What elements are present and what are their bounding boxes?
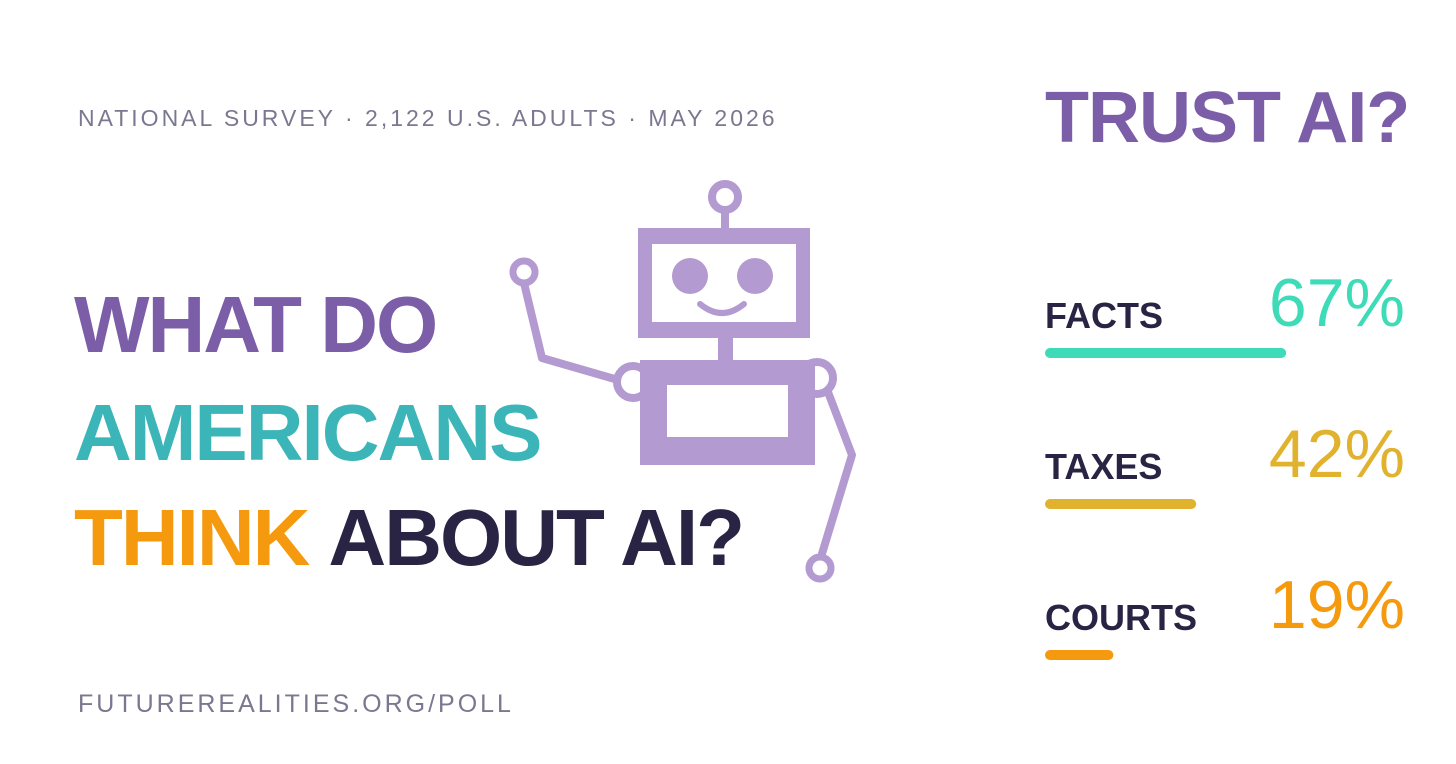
value-label: 19% <box>1269 567 1405 643</box>
footer: FUTUREREALITIES.ORG/POLL <box>78 690 514 718</box>
headline-line: WHAT DO <box>74 280 436 369</box>
value-label: 42% <box>1269 416 1405 492</box>
bar <box>1045 348 1287 358</box>
category-label: COURTS <box>1045 597 1197 638</box>
headline-word: THINK <box>74 493 311 582</box>
headline-line: THINK ABOUT AI? <box>74 493 743 582</box>
kicker: NATIONAL SURVEY · 2,122 U.S. ADULTS · MA… <box>78 105 778 131</box>
robot-illustration <box>509 180 856 583</box>
chart-title: TRUST AI? <box>1045 78 1409 158</box>
headline-line: AMERICANS <box>74 388 540 477</box>
category-label: TAXES <box>1045 446 1162 487</box>
value-label: 67% <box>1269 265 1405 341</box>
headline: WHAT DO AMERICANS THINK ABOUT AI? <box>74 280 745 582</box>
bar <box>1045 650 1114 660</box>
headline-word: ABOUT AI? <box>328 493 743 582</box>
bar <box>1045 499 1197 509</box>
category-label: FACTS <box>1045 295 1163 336</box>
